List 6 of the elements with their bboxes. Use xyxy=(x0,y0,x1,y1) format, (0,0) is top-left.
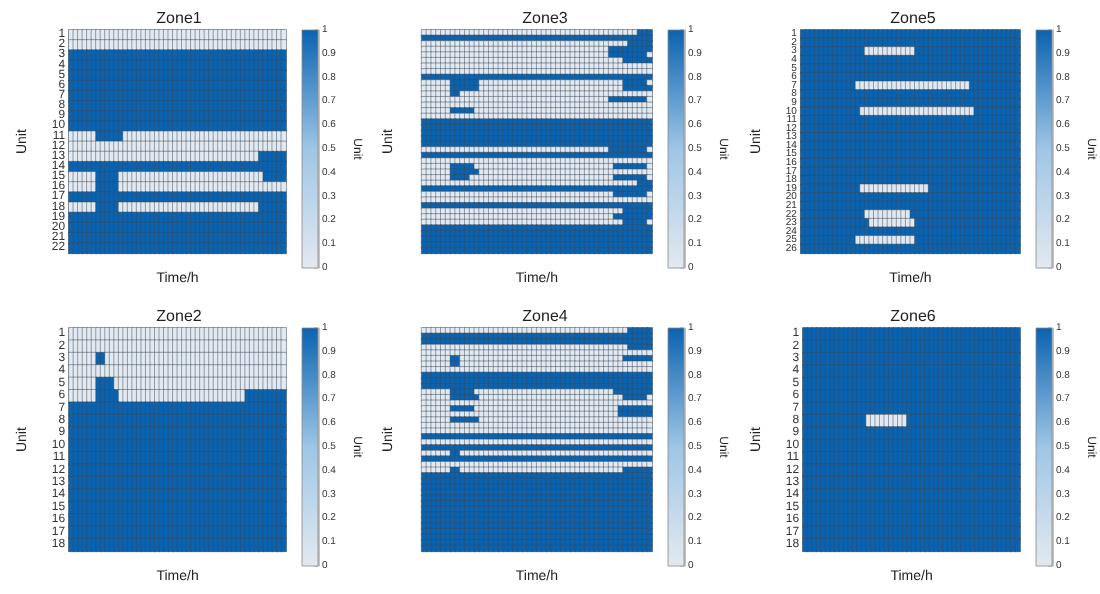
chart-title: Zone3 xyxy=(522,9,570,27)
chart-title: Zone4 xyxy=(522,306,570,324)
chart-title: Zone1 xyxy=(156,9,203,27)
chart-title: Zone5 xyxy=(889,9,936,27)
chart-title: Zone6 xyxy=(889,306,936,324)
chart-title: Zone2 xyxy=(156,306,203,324)
